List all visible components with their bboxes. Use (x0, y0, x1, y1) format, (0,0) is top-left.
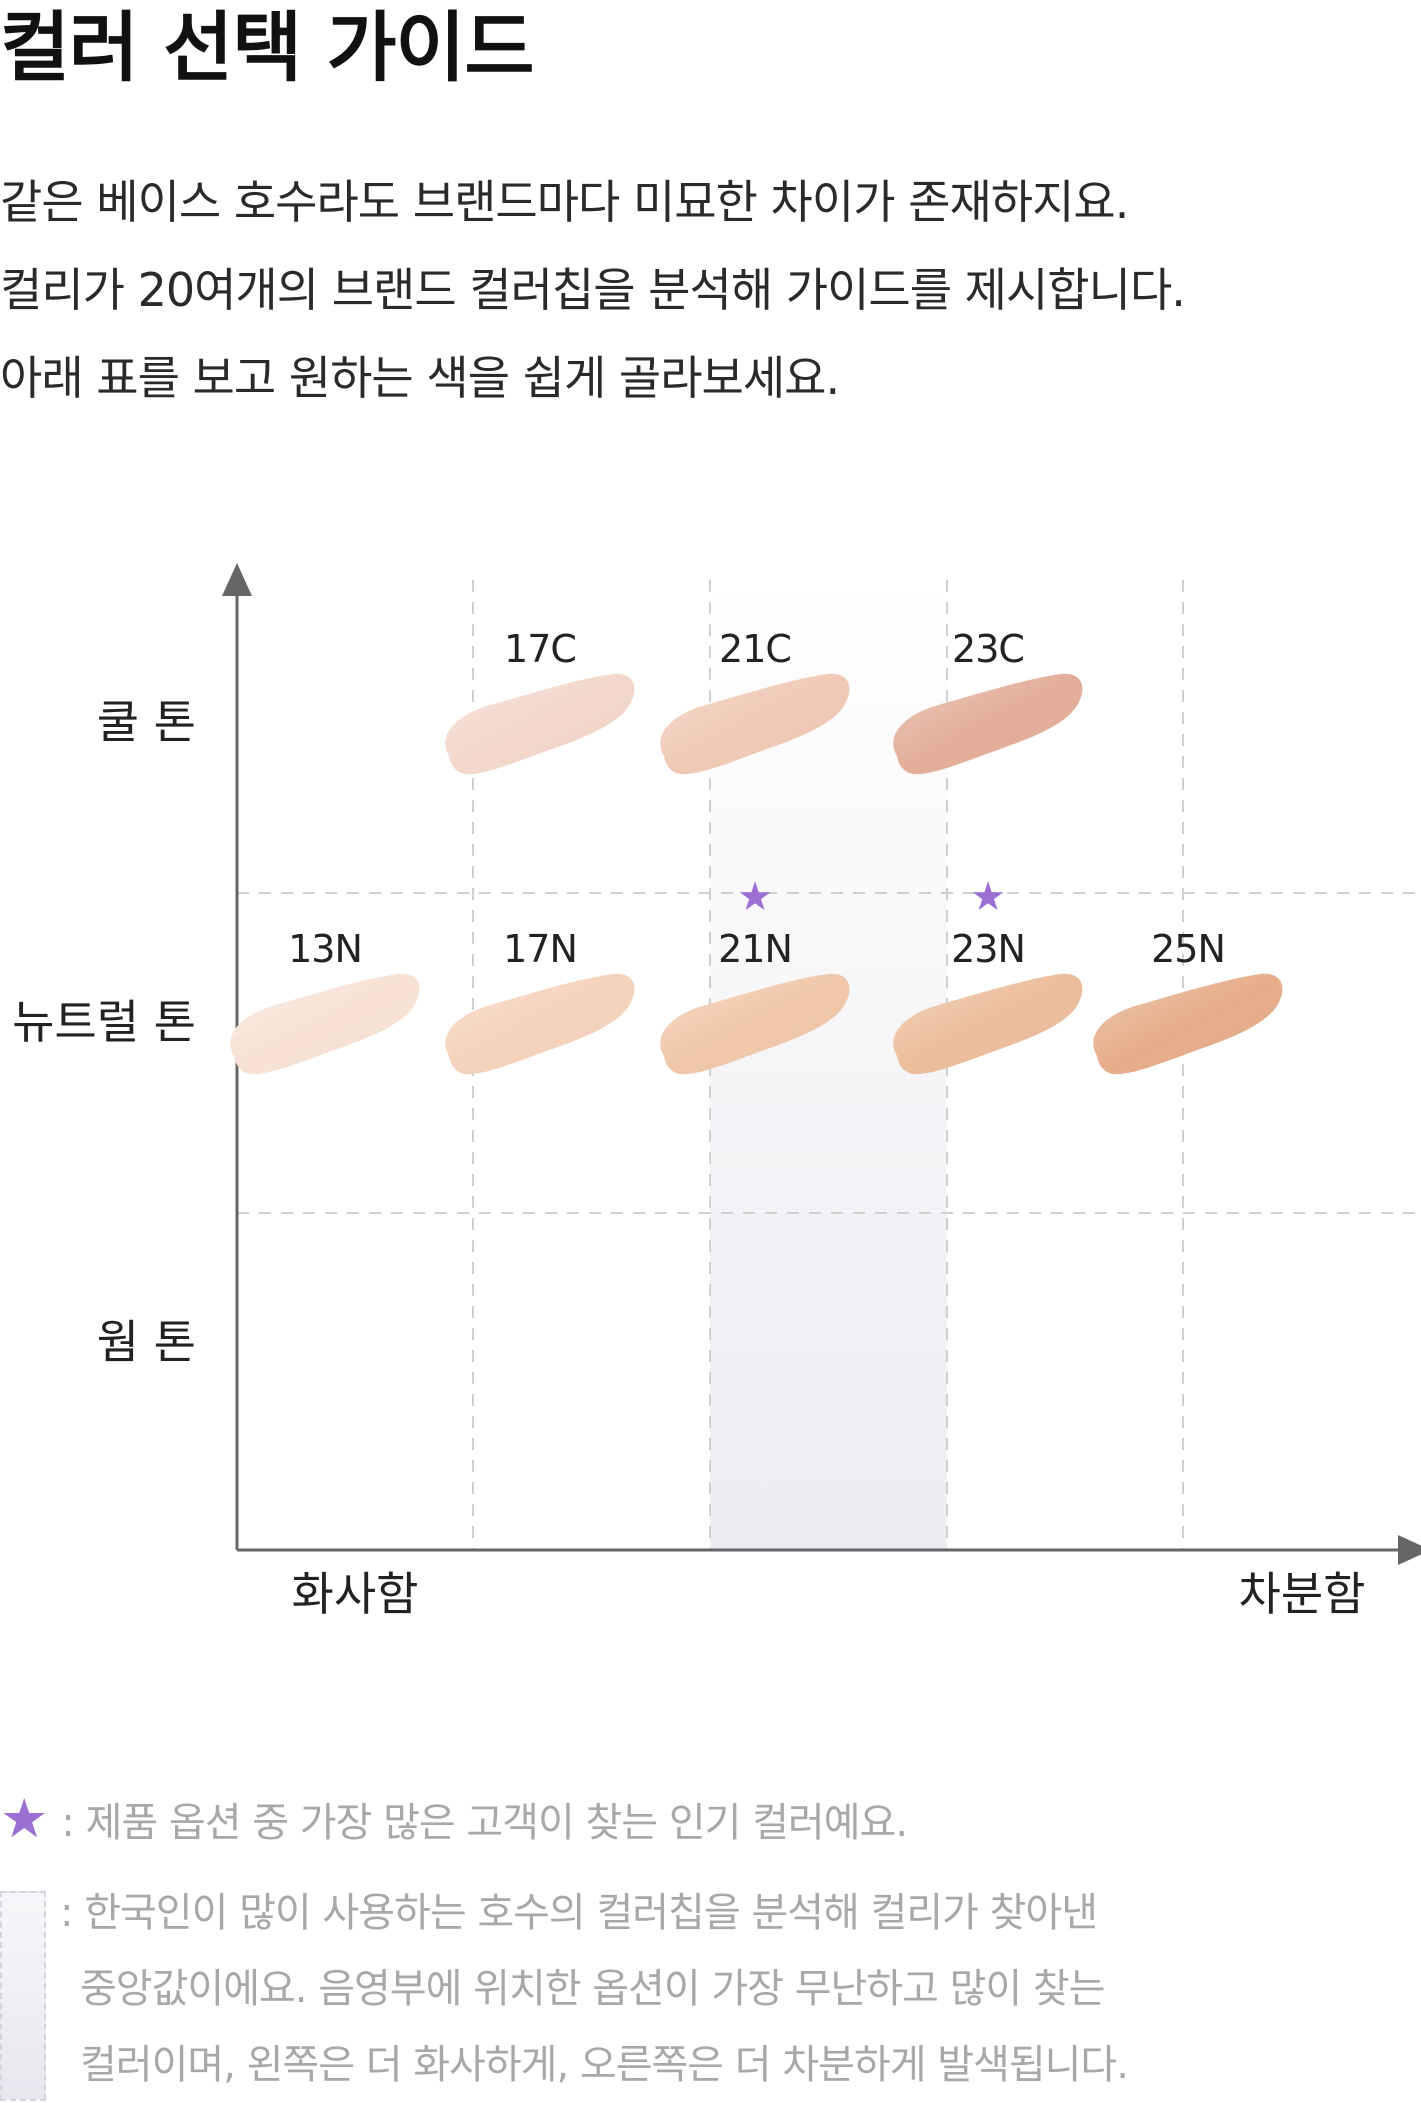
intro-line: 같은 베이스 호수라도 브랜드마다 미묘한 차이가 존재하지요. (0, 175, 1129, 229)
y-axis-tone-label: 웜 톤 (97, 1315, 196, 1369)
swatch-shading (893, 673, 1083, 775)
swatch-label: 23N (951, 927, 1025, 971)
color-swatch-23c: 23C (893, 627, 1083, 775)
color-swatch-25n: 25N (1093, 927, 1283, 1075)
swatch-shading (445, 673, 635, 775)
color-swatch-23n: 23N ★ (893, 874, 1083, 1075)
color-swatch-21c: 21C (660, 627, 850, 775)
color-swatch-21n: 21N ★ (660, 874, 850, 1075)
legend-median-band: : 한국인이 많이 사용하는 호수의 컬러칩을 분석해 컬리가 찾아낸 중앙값이… (0, 1875, 1360, 2103)
legend-band-line: 중앙값이에요. 음영부에 위치한 옵션이 가장 무난하고 많이 찾는 (80, 1966, 1106, 2012)
legend-band-line: : 한국인이 많이 사용하는 호수의 컬러칩을 분석해 컬리가 찾아낸 (60, 1890, 1098, 1936)
swatch-label: 25N (1151, 927, 1225, 971)
band-swatch-icon (0, 1891, 46, 2101)
swatch-label: 17C (504, 627, 576, 671)
y-axis-tone-label: 쿨 톤 (97, 695, 196, 749)
swatch-label: 17N (503, 927, 577, 971)
color-swatch-13n: 13N (230, 927, 420, 1075)
y-axis-tone-label: 뉴트럴 톤 (12, 995, 196, 1049)
legend-band-line: 컬러이며, 왼쪽은 더 화사하게, 오른쪽은 더 차분하게 발색됩니다. (80, 2042, 1129, 2088)
swatch-shading (660, 673, 850, 775)
swatch-label: 21N (718, 927, 792, 971)
swatch-shading (1093, 973, 1283, 1075)
color-swatch-17c: 17C (445, 627, 635, 775)
swatch-shading (660, 973, 850, 1075)
swatch-shading (893, 973, 1083, 1075)
intro-line: 컬리가 20여개의 브랜드 컬러칩을 분석해 가이드를 제시합니다. (0, 263, 1186, 317)
swatch-label: 21C (719, 627, 791, 671)
legend-popular: ★ : 제품 옵션 중 가장 많은 고객이 찾는 인기 컬러예요. (0, 1787, 908, 1850)
star-icon: ★ (737, 874, 773, 920)
x-axis-high-label: 차분함 (1239, 1567, 1366, 1621)
x-axis-low-label: 화사함 (292, 1567, 419, 1621)
star-icon: ★ (0, 1787, 48, 1850)
swatch-shading (445, 973, 635, 1075)
swatch-shading (230, 973, 420, 1075)
color-swatch-17n: 17N (445, 927, 635, 1075)
legend-popular-text: : 제품 옵션 중 가장 많은 고객이 찾는 인기 컬러예요. (61, 1800, 908, 1846)
page-title: 컬러 선택 가이드 (0, 3, 534, 92)
swatch-label: 23C (952, 627, 1024, 671)
swatch-label: 13N (288, 927, 362, 971)
intro-text: 같은 베이스 호수라도 브랜드마다 미묘한 차이가 존재하지요. 컬리가 20여… (0, 158, 1421, 422)
intro-line: 아래 표를 보고 원하는 색을 쉽게 골라보세요. (0, 351, 840, 405)
star-icon: ★ (970, 874, 1006, 920)
